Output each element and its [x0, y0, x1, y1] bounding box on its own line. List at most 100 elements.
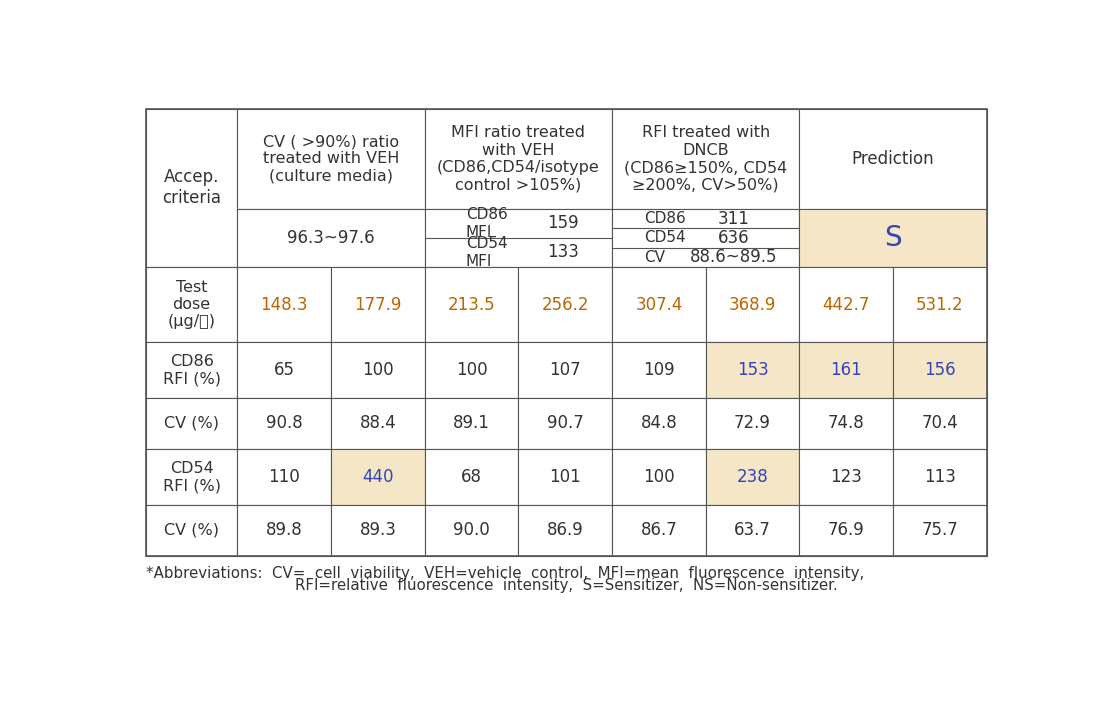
Bar [238, 342, 332, 397]
Bar [238, 397, 332, 449]
Text: 74.8: 74.8 [828, 414, 864, 432]
Bar [706, 342, 799, 397]
Bar [799, 266, 893, 342]
Text: 84.8: 84.8 [641, 414, 677, 432]
Bar [424, 109, 612, 209]
Bar [893, 449, 987, 505]
Bar [893, 342, 987, 397]
Bar [332, 266, 424, 342]
Text: CV (%): CV (%) [165, 416, 219, 431]
Bar [424, 397, 518, 449]
Bar [893, 505, 987, 556]
Bar [424, 209, 612, 266]
Text: 68: 68 [461, 468, 482, 486]
Text: CD86: CD86 [644, 211, 685, 226]
Text: CD54
MFI: CD54 MFI [466, 236, 507, 269]
Bar [332, 342, 424, 397]
Text: 368.9: 368.9 [729, 296, 776, 314]
Text: CV ( >90%) ratio
treated with VEH
(culture media): CV ( >90%) ratio treated with VEH (cultu… [263, 134, 399, 184]
Bar [518, 266, 612, 342]
Text: 133: 133 [547, 243, 579, 261]
Text: 156: 156 [924, 361, 956, 379]
Bar [238, 505, 332, 556]
Bar [146, 397, 238, 449]
Bar [612, 266, 706, 342]
Text: 63.7: 63.7 [734, 521, 771, 539]
Text: MFI ratio treated
with VEH
(CD86,CD54/isotype
control >105%): MFI ratio treated with VEH (CD86,CD54/is… [436, 125, 600, 193]
Bar [146, 505, 238, 556]
Text: 311: 311 [718, 210, 750, 228]
Bar [799, 449, 893, 505]
Bar [893, 397, 987, 449]
Text: 238: 238 [737, 468, 768, 486]
Text: 88.6~89.5: 88.6~89.5 [690, 248, 778, 266]
Text: 123: 123 [830, 468, 862, 486]
Bar [799, 209, 987, 266]
Bar [706, 505, 799, 556]
Text: 75.7: 75.7 [922, 521, 958, 539]
Text: CD54: CD54 [644, 230, 685, 245]
Text: 90.7: 90.7 [547, 414, 583, 432]
Bar [238, 209, 424, 266]
Bar [518, 449, 612, 505]
Bar [146, 342, 238, 397]
Bar [146, 449, 238, 505]
Bar [518, 397, 612, 449]
Text: 89.1: 89.1 [453, 414, 490, 432]
Bar [799, 397, 893, 449]
Text: 90.0: 90.0 [453, 521, 490, 539]
Text: 161: 161 [830, 361, 862, 379]
Bar [799, 109, 987, 209]
Bar [424, 342, 518, 397]
Bar [706, 397, 799, 449]
Bar [424, 266, 518, 342]
Text: Prediction: Prediction [852, 150, 935, 168]
Text: Accep.
criteria: Accep. criteria [162, 168, 221, 207]
Text: 113: 113 [924, 468, 956, 486]
Bar [518, 342, 612, 397]
Bar [424, 505, 518, 556]
Text: 148.3: 148.3 [261, 296, 308, 314]
Text: 440: 440 [362, 468, 393, 486]
Text: 213.5: 213.5 [448, 296, 495, 314]
Text: 86.9: 86.9 [547, 521, 583, 539]
Bar [238, 109, 424, 209]
Text: RFI=relative  fluorescence  intensity,  S=Sensitizer,  NS=Non-sensitizer.: RFI=relative fluorescence intensity, S=S… [295, 578, 838, 593]
Bar [332, 397, 424, 449]
Text: 101: 101 [549, 468, 581, 486]
Text: 177.9: 177.9 [355, 296, 401, 314]
Text: S: S [884, 224, 902, 252]
Text: 307.4: 307.4 [635, 296, 683, 314]
Text: RFI treated with
DNCB
(CD86≥150%, CD54
≥200%, CV>50%): RFI treated with DNCB (CD86≥150%, CD54 ≥… [624, 125, 788, 193]
Text: 72.9: 72.9 [734, 414, 771, 432]
Bar [612, 449, 706, 505]
Text: 89.8: 89.8 [266, 521, 303, 539]
Text: 86.7: 86.7 [641, 521, 677, 539]
Text: CD86
MFI: CD86 MFI [466, 207, 507, 240]
Bar [706, 266, 799, 342]
Bar [893, 266, 987, 342]
Bar [799, 342, 893, 397]
Text: 153: 153 [737, 361, 768, 379]
Text: CV: CV [644, 250, 665, 265]
Bar [518, 505, 612, 556]
Text: 531.2: 531.2 [916, 296, 964, 314]
Bar [424, 449, 518, 505]
Text: CD54
RFI (%): CD54 RFI (%) [162, 461, 221, 493]
Text: 65: 65 [274, 361, 295, 379]
Text: *Abbreviations:  CV=  cell  viability,  VEH=vehicle  control,  MFI=mean  fluores: *Abbreviations: CV= cell viability, VEH=… [146, 566, 864, 580]
Text: 159: 159 [547, 215, 579, 232]
Bar [238, 449, 332, 505]
Bar [332, 505, 424, 556]
Text: 88.4: 88.4 [359, 414, 397, 432]
Text: CV (%): CV (%) [165, 523, 219, 538]
Text: CD86
RFI (%): CD86 RFI (%) [162, 354, 221, 386]
Text: 100: 100 [643, 468, 675, 486]
Text: 110: 110 [269, 468, 301, 486]
Bar [612, 109, 799, 209]
Text: 256.2: 256.2 [541, 296, 589, 314]
Text: 109: 109 [643, 361, 675, 379]
Text: 70.4: 70.4 [922, 414, 958, 432]
Text: 96.3~97.6: 96.3~97.6 [287, 229, 375, 247]
Text: 442.7: 442.7 [822, 296, 870, 314]
